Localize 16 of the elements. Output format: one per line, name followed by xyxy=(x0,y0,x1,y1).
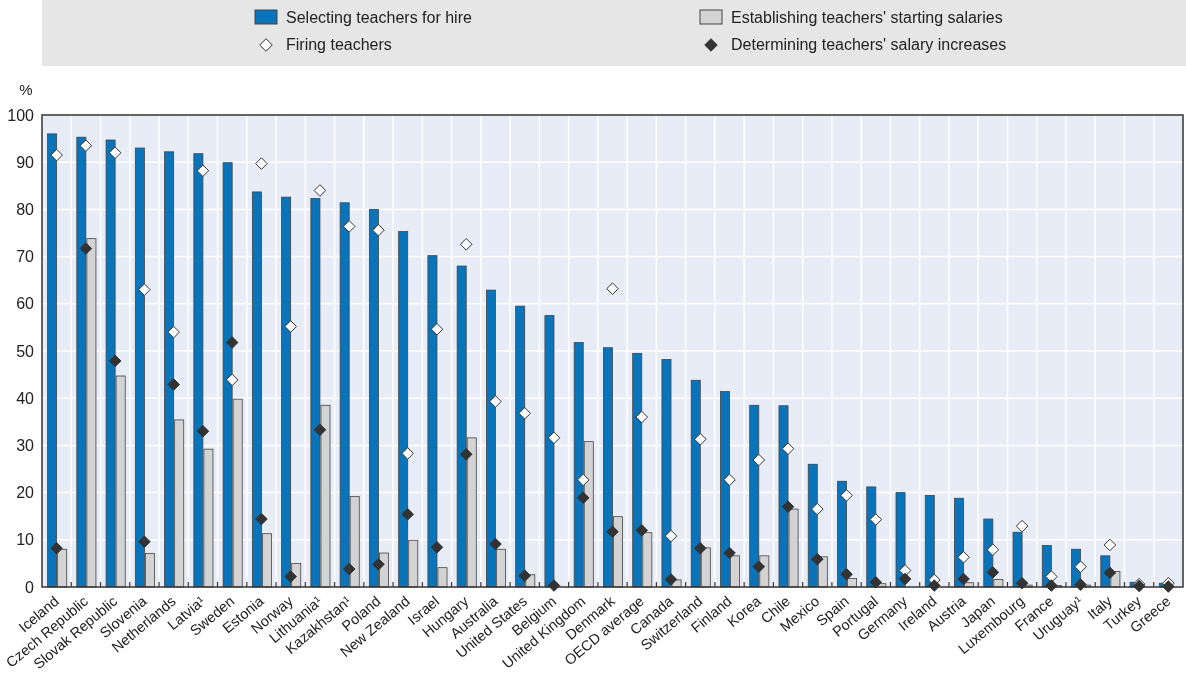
y-tick-label: 100 xyxy=(7,106,35,124)
y-tick-label: 70 xyxy=(16,248,35,266)
legend-label: Determining teachers' salary increases xyxy=(731,36,1007,53)
y-tick-label: 80 xyxy=(16,201,35,219)
legend-label: Selecting teachers for hire xyxy=(286,9,472,26)
y-tick-label: 0 xyxy=(25,578,35,596)
y-tick-label: 20 xyxy=(16,484,35,502)
legend-label: Firing teachers xyxy=(286,36,392,53)
legend-label: Establishing teachers' starting salaries xyxy=(731,9,1003,26)
y-tick-label: 90 xyxy=(16,153,35,171)
y-axis-title: % xyxy=(19,81,33,98)
y-tick-label: 10 xyxy=(16,531,35,549)
y-tick-label: 50 xyxy=(16,342,35,360)
y-tick-label: 40 xyxy=(16,389,35,407)
y-tick-label: 30 xyxy=(16,437,35,455)
y-tick-label: 60 xyxy=(16,295,35,313)
